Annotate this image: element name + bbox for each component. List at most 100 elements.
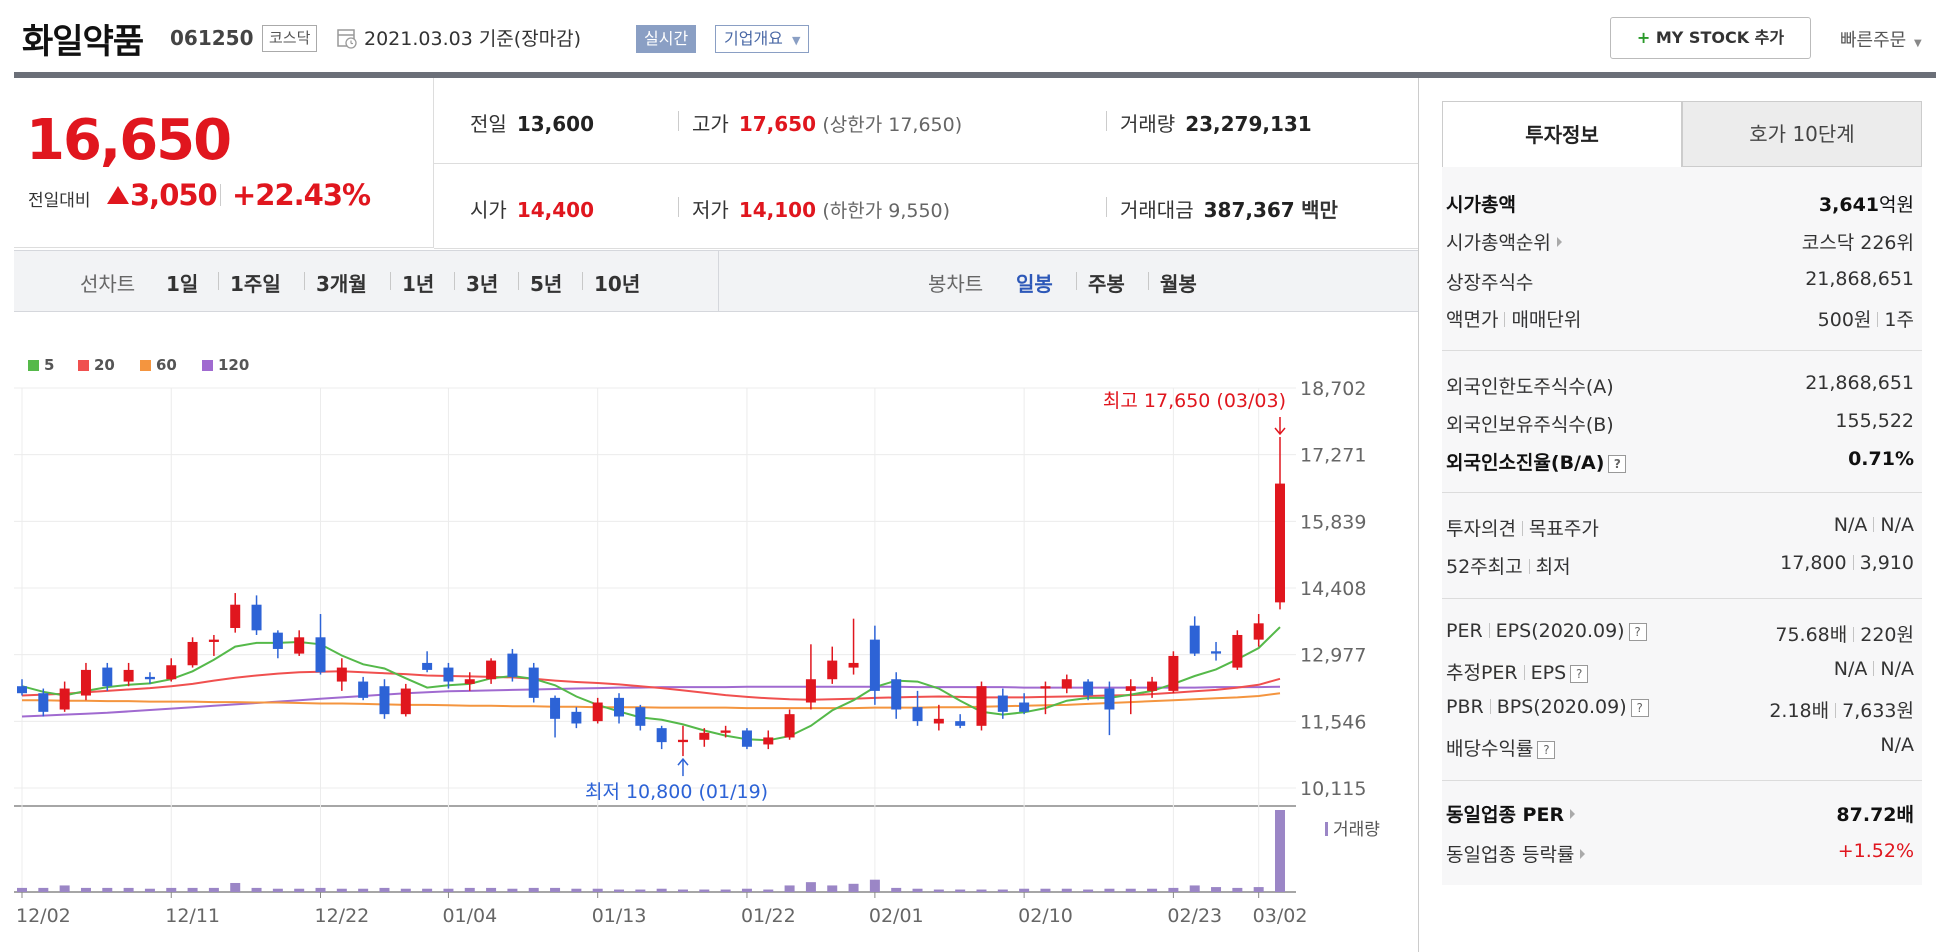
volume-bar bbox=[144, 888, 155, 892]
y-tick-label: 15,839 bbox=[1300, 511, 1366, 533]
face-label-wrap: 액면가 매매단위 bbox=[1446, 305, 1581, 332]
est-per-value-wrap: N/A N/A bbox=[1834, 658, 1914, 680]
caret-right-icon bbox=[1556, 237, 1562, 247]
volume-bar bbox=[1253, 887, 1264, 892]
volume-bar bbox=[933, 889, 944, 892]
up-triangle-icon bbox=[107, 186, 129, 204]
candle-body bbox=[208, 639, 219, 642]
market-cap-value-wrap: 3,641억원 bbox=[1819, 190, 1914, 217]
shares-value: 21,868,651 bbox=[1805, 268, 1914, 290]
candle-body bbox=[464, 679, 475, 684]
volume-value: 23,279,131 bbox=[1185, 112, 1312, 136]
face-label: 액면가 bbox=[1446, 309, 1499, 331]
market-cap-value: 3,641 bbox=[1818, 194, 1880, 216]
bps-label: BPS(2020.09) bbox=[1496, 696, 1627, 718]
candle-body bbox=[1211, 651, 1222, 654]
candle-body bbox=[976, 686, 987, 726]
stock-chart[interactable]: 18,702 17,271 15,839 14,408 12,977 11,546 10,1… bbox=[0, 370, 1418, 952]
legend-swatch bbox=[202, 360, 213, 371]
candle-body bbox=[336, 667, 347, 682]
unit-label: 매매단위 bbox=[1511, 309, 1582, 331]
help-icon[interactable]: ? bbox=[1570, 665, 1589, 683]
volume-bar bbox=[1232, 887, 1243, 892]
tab-line-4[interactable]: 3년 bbox=[466, 272, 499, 296]
tab-invest-info[interactable]: 투자정보 bbox=[1442, 101, 1682, 167]
w52-low-label: 최저 bbox=[1535, 556, 1571, 578]
legend-swatch bbox=[78, 360, 89, 371]
prev-label: 전일 bbox=[470, 112, 507, 136]
summary-separator bbox=[678, 197, 679, 217]
stock-name: 화일약품 bbox=[22, 22, 144, 62]
pbr-label-wrap: PBR BPS(2020.09)? bbox=[1446, 696, 1649, 718]
upper-limit: (상한가 17,650) bbox=[822, 114, 963, 136]
tab-orderbook-10[interactable]: 호가 10단계 bbox=[1682, 101, 1922, 167]
candle-body bbox=[1253, 623, 1264, 640]
volume-bar bbox=[379, 887, 390, 892]
foreign-limit-label: 외국인한도주식수(A) bbox=[1446, 376, 1614, 398]
volume-bar bbox=[1211, 887, 1222, 892]
tab-line-5[interactable]: 5년 bbox=[530, 272, 563, 296]
volume-bar bbox=[17, 887, 27, 892]
candle-body bbox=[528, 667, 539, 698]
tab-line-6[interactable]: 10년 bbox=[594, 272, 641, 296]
row-sector-per[interactable]: 동일업종 PER 87.72배 bbox=[1446, 800, 1914, 830]
sector-per-label-wrap: 동일업종 PER bbox=[1446, 800, 1576, 827]
tab-candle-1[interactable]: 주봉 bbox=[1088, 272, 1125, 296]
tab-line-1[interactable]: 1주일 bbox=[230, 272, 281, 296]
summary-prev: 전일 13,600 bbox=[470, 108, 594, 137]
volume-bar bbox=[294, 888, 305, 892]
foreign-hold-label: 외국인보유주식수(B) bbox=[1446, 414, 1614, 436]
volume-bar bbox=[656, 888, 667, 892]
candle-body bbox=[294, 637, 305, 654]
amount-value: 387,367 bbox=[1203, 198, 1295, 222]
candle-body bbox=[614, 697, 625, 717]
volume-bar bbox=[784, 885, 795, 892]
row-sector-change[interactable]: 동일업종 등락률 +1.52% bbox=[1446, 840, 1914, 870]
add-my-stock-button[interactable]: + MY STOCK 추가 bbox=[1610, 17, 1811, 59]
row-pbr: PBR BPS(2020.09)? 2.18배 7,633원 bbox=[1446, 696, 1914, 726]
help-icon[interactable]: ? bbox=[1630, 699, 1649, 717]
tab-candle-2[interactable]: 월봉 bbox=[1160, 272, 1197, 296]
w52-high-label: 52주최고 bbox=[1446, 556, 1523, 578]
tab-separator bbox=[218, 272, 219, 290]
volume-bar bbox=[891, 887, 902, 892]
opinion-value: N/A bbox=[1833, 514, 1868, 536]
row-est-per: 추정PER EPS? N/A N/A bbox=[1446, 658, 1914, 688]
tab-line-3[interactable]: 1년 bbox=[402, 272, 435, 296]
legend-ma5: 5 bbox=[28, 356, 54, 374]
realtime-button[interactable]: 실시간 bbox=[636, 25, 697, 53]
ma20-line bbox=[21, 670, 1281, 701]
volume-bar bbox=[400, 888, 411, 892]
volume-bar bbox=[848, 883, 859, 892]
quick-order-label: 빠른주문 bbox=[1840, 30, 1907, 51]
row-cap-rank[interactable]: 시가총액순위 코스닥 226위 bbox=[1446, 228, 1914, 258]
current-price: 16,650 bbox=[26, 108, 232, 173]
separator bbox=[1488, 623, 1490, 638]
volume-bar bbox=[1104, 888, 1115, 892]
low-label: 저가 bbox=[692, 198, 729, 222]
candle-body bbox=[1125, 686, 1136, 691]
help-icon[interactable]: ? bbox=[1608, 455, 1627, 473]
caret-right-icon bbox=[1570, 809, 1576, 819]
legend-ma60-label: 60 bbox=[156, 356, 177, 374]
volume-bar bbox=[699, 889, 710, 892]
company-overview-button[interactable]: 기업개요 ▼ bbox=[715, 25, 810, 53]
volume-bar bbox=[1019, 888, 1030, 892]
separator bbox=[1853, 627, 1855, 642]
per-label-wrap: PER EPS(2020.09)? bbox=[1446, 620, 1647, 642]
foreign-ratio-value: 0.71% bbox=[1848, 448, 1914, 470]
candle-body bbox=[144, 676, 155, 680]
candle-body bbox=[422, 662, 433, 670]
cap-rank-label-wrap: 시가총액순위 bbox=[1446, 228, 1562, 255]
help-icon[interactable]: ? bbox=[1628, 623, 1647, 641]
volume-bar bbox=[869, 879, 880, 892]
tab-line-0[interactable]: 1일 bbox=[166, 272, 199, 296]
tab-candle-0[interactable]: 일봉 bbox=[1016, 272, 1053, 296]
help-icon[interactable]: ? bbox=[1537, 741, 1556, 759]
candle-body bbox=[869, 639, 880, 691]
volume-bar bbox=[1147, 888, 1158, 892]
y-tick-label: 14,408 bbox=[1300, 578, 1366, 600]
tab-line-2[interactable]: 3개월 bbox=[316, 272, 367, 296]
quick-order-button[interactable]: 빠른주문 ▼ bbox=[1840, 26, 1922, 52]
candle-body bbox=[635, 707, 646, 726]
